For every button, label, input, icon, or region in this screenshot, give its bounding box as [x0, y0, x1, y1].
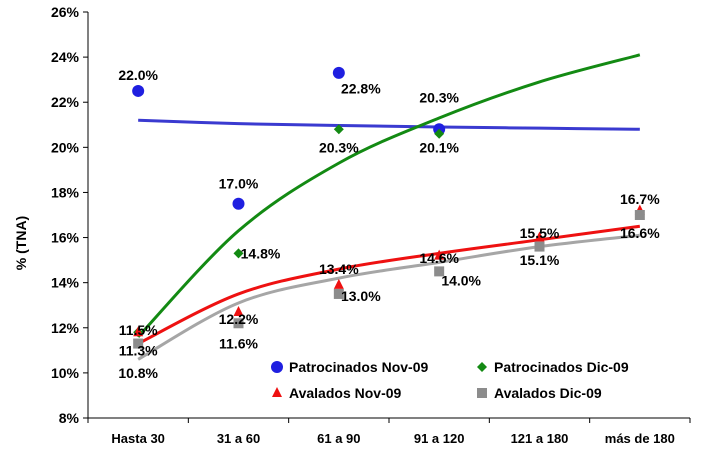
- data-label: 22.8%: [341, 81, 381, 97]
- y-tick-label: 14%: [51, 275, 80, 291]
- x-tick-label: 31 a 60: [217, 431, 260, 446]
- data-label: 11.6%: [219, 336, 258, 352]
- data-label: 20.3%: [419, 90, 459, 106]
- data-label: 11.5%: [119, 322, 158, 338]
- x-tick-label: 61 a 90: [317, 431, 360, 446]
- data-point: [133, 326, 144, 337]
- legend-label: Patrocinados Dic-09: [494, 359, 629, 375]
- data-point: [434, 266, 445, 277]
- data-point: [434, 249, 445, 260]
- y-axis-label: % (TNA): [13, 216, 29, 270]
- data-label: 15.1%: [520, 252, 560, 268]
- y-tick-label: 18%: [51, 184, 80, 200]
- x-tick-label: 91 a 120: [414, 431, 465, 446]
- data-label: 13.4%: [319, 261, 359, 277]
- y-tick-label: 8%: [59, 410, 80, 426]
- y-tick-label: 24%: [51, 49, 80, 65]
- legend-marker: [271, 361, 283, 373]
- data-label: 17.0%: [219, 175, 259, 191]
- axes: 8% 10% 12% 14% 16% 18% 20% 22% 24% 26% Hasta 30 31 …: [51, 4, 691, 446]
- x-tick-label: 121 a 180: [511, 431, 569, 446]
- data-label: 20.3%: [319, 139, 359, 155]
- trend-lines: [137, 53, 641, 361]
- trend-line: [137, 53, 641, 338]
- data-label: 16.6%: [620, 225, 660, 241]
- data-label: 22.0%: [118, 67, 158, 83]
- y-tick-label: 10%: [51, 365, 80, 381]
- data-points: [132, 66, 645, 349]
- trend-line: [138, 118, 640, 131]
- legend-label: Patrocinados Nov-09: [289, 359, 428, 375]
- data-point: [333, 288, 344, 299]
- data-label: 20.1%: [419, 139, 459, 155]
- data-point: [534, 231, 545, 242]
- data-point: [333, 278, 344, 289]
- data-labels: 22.0% 17.0% 22.8% 20.3% 20.3% 20.1% 14.8% 11.5%…: [118, 67, 660, 381]
- legend-marker: [477, 388, 487, 398]
- data-label: 11.3%: [119, 342, 158, 358]
- legend-marker: [272, 387, 282, 397]
- data-point: [434, 128, 445, 139]
- y-tick-label: 26%: [51, 4, 80, 20]
- data-label: 12.2%: [219, 311, 259, 327]
- data-label: 15.5%: [520, 225, 560, 241]
- trend-line: [137, 233, 641, 361]
- y-tick-label: 20%: [51, 139, 80, 155]
- legend-label: Avalados Nov-09: [289, 385, 402, 401]
- data-point: [534, 241, 545, 252]
- data-point: [332, 66, 345, 79]
- data-label: 14.6%: [419, 250, 459, 266]
- data-point: [133, 338, 144, 349]
- data-point: [634, 210, 645, 220]
- data-label: 14.0%: [441, 272, 481, 288]
- data-point: [333, 124, 344, 135]
- data-label: 14.8%: [241, 245, 281, 261]
- legend-marker: [477, 362, 487, 372]
- data-label: 10.8%: [118, 365, 158, 381]
- data-point: [233, 248, 244, 259]
- x-tick-label: Hasta 30: [111, 431, 164, 446]
- data-point: [233, 318, 244, 329]
- data-point: [233, 305, 244, 316]
- legend: Patrocinados Nov-09 Patrocinados Dic-09 Av…: [271, 359, 629, 401]
- data-point: [132, 84, 145, 97]
- y-tick-label: 12%: [51, 320, 80, 336]
- x-tick-label: más de 180: [605, 431, 675, 446]
- data-label: 13.0%: [341, 288, 381, 304]
- data-label: 16.7%: [620, 191, 660, 207]
- y-tick-label: 16%: [51, 230, 80, 246]
- data-point: [232, 197, 245, 210]
- legend-label: Avalados Dic-09: [494, 385, 602, 401]
- trend-line: [137, 224, 641, 345]
- y-tick-label: 22%: [51, 94, 80, 110]
